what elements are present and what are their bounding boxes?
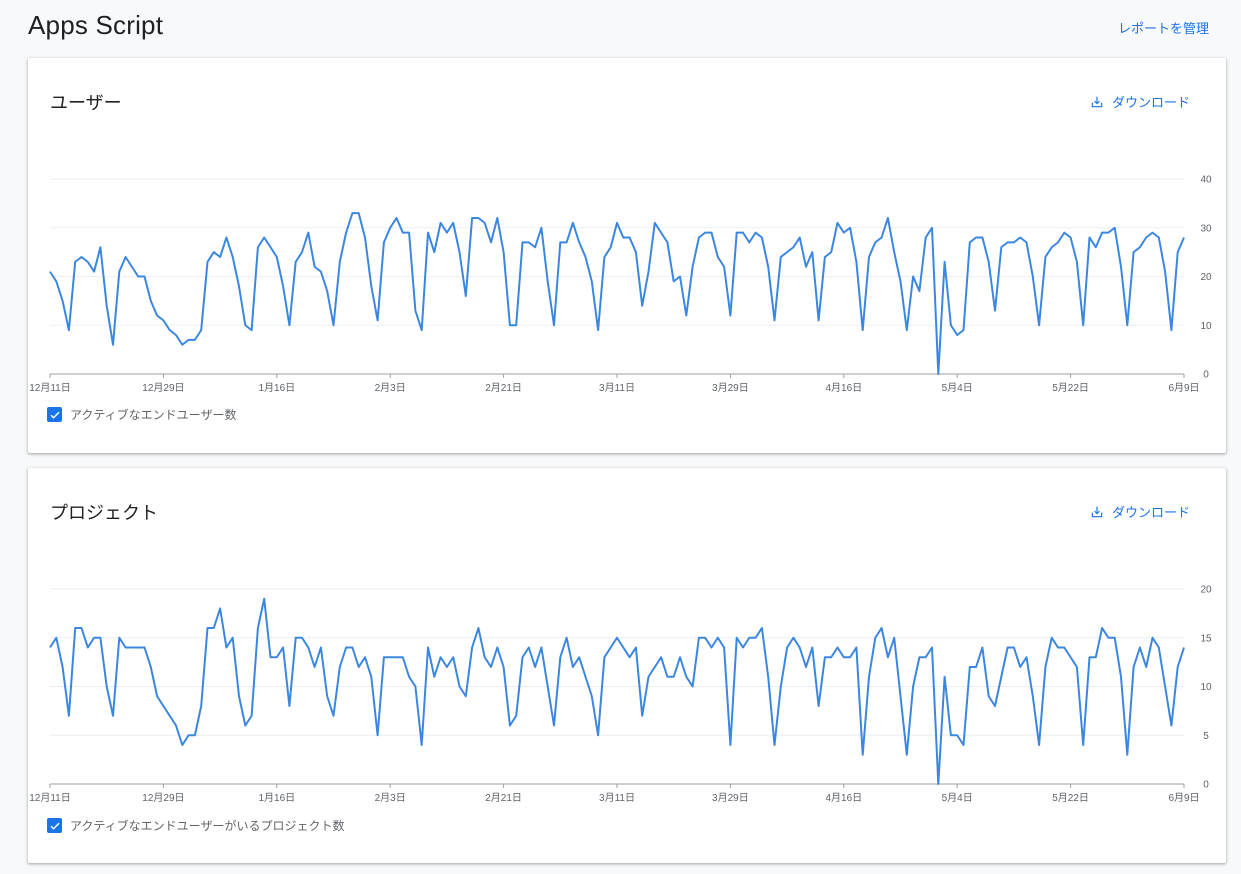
x-tick-label: 3月29日: [712, 792, 749, 804]
y-tick-label: 20: [1200, 585, 1212, 596]
users-card: ユーザー ダウンロード 0 10 20 30 40 12月11日 12月29日 1月16日 2月…: [28, 58, 1226, 453]
x-tick-label: 5月22日: [1052, 792, 1089, 804]
legend-checkbox-projects[interactable]: [47, 818, 62, 833]
download-label: ダウンロード: [1111, 505, 1190, 520]
download-button-users[interactable]: ダウンロード: [1090, 92, 1190, 111]
download-icon: [1091, 506, 1103, 517]
y-tick-label: 10: [1200, 682, 1212, 693]
card-title-projects: プロジェクト: [50, 503, 158, 523]
card-title-users: ユーザー: [50, 93, 122, 113]
projects-card: プロジェクト ダウンロード 0 5 10 15 20 12月11日 12月29日 1月16日 2…: [28, 468, 1226, 863]
x-tick-label: 2月21日: [485, 382, 522, 394]
y-tick-label: 30: [1200, 223, 1212, 234]
series-line[interactable]: [49, 597, 1185, 785]
x-tick-label: 4月16日: [825, 382, 862, 394]
x-tick-label: 1月16日: [258, 792, 295, 804]
y-tick-label: 10: [1200, 321, 1212, 332]
x-tick-label: 12月29日: [142, 792, 184, 804]
x-tick-label: 12月11日: [29, 382, 71, 394]
download-icon: [1091, 96, 1103, 107]
page-title: Apps Script: [28, 10, 164, 40]
projects-line-chart: 0 5 10 15 20 12月11日 12月29日 1月16日 2月3日 2月21日 3月11日 3…: [29, 585, 1212, 805]
download-button-projects[interactable]: ダウンロード: [1090, 502, 1190, 521]
y-tick-label: 40: [1200, 175, 1212, 186]
series-line[interactable]: [49, 212, 1185, 375]
x-tick-label: 2月3日: [375, 792, 406, 804]
y-tick-label: 15: [1200, 633, 1212, 644]
x-tick-label: 12月11日: [29, 792, 71, 804]
check-icon: [49, 822, 60, 830]
legend-label-projects: アクティブなエンドユーザーがいるプロジェクト数: [70, 819, 345, 833]
x-tick-label: 2月3日: [375, 382, 406, 394]
download-label: ダウンロード: [1111, 95, 1190, 110]
x-tick-label: 6月9日: [1168, 382, 1199, 394]
y-tick-label: 0: [1203, 370, 1209, 381]
manage-reports-link[interactable]: レポートを管理: [1117, 21, 1209, 36]
check-icon: [49, 411, 60, 419]
y-tick-label: 5: [1203, 731, 1209, 742]
users-line-chart: 0 10 20 30 40 12月11日 12月29日 1月16日 2月3日 2月21日 3月11日…: [29, 175, 1212, 395]
legend-label-users: アクティブなエンドユーザー数: [70, 408, 237, 422]
x-tick-label: 5月4日: [942, 792, 973, 804]
x-tick-label: 4月16日: [825, 792, 862, 804]
x-tick-label: 3月11日: [599, 792, 635, 804]
legend-checkbox-users[interactable]: [47, 407, 62, 422]
x-tick-label: 5月4日: [942, 382, 973, 394]
y-tick-label: 20: [1200, 272, 1212, 283]
legend-projects: アクティブなエンドユーザーがいるプロジェクト数: [47, 817, 344, 834]
y-tick-label: 0: [1203, 780, 1209, 791]
x-tick-label: 2月21日: [485, 792, 522, 804]
x-tick-label: 12月29日: [142, 382, 184, 394]
x-tick-label: 1月16日: [258, 382, 295, 394]
x-tick-label: 6月9日: [1168, 792, 1199, 804]
legend-users: アクティブなエンドユーザー数: [47, 406, 236, 423]
x-tick-label: 3月11日: [599, 382, 635, 394]
x-tick-label: 5月22日: [1052, 382, 1089, 394]
x-tick-label: 3月29日: [712, 382, 749, 394]
